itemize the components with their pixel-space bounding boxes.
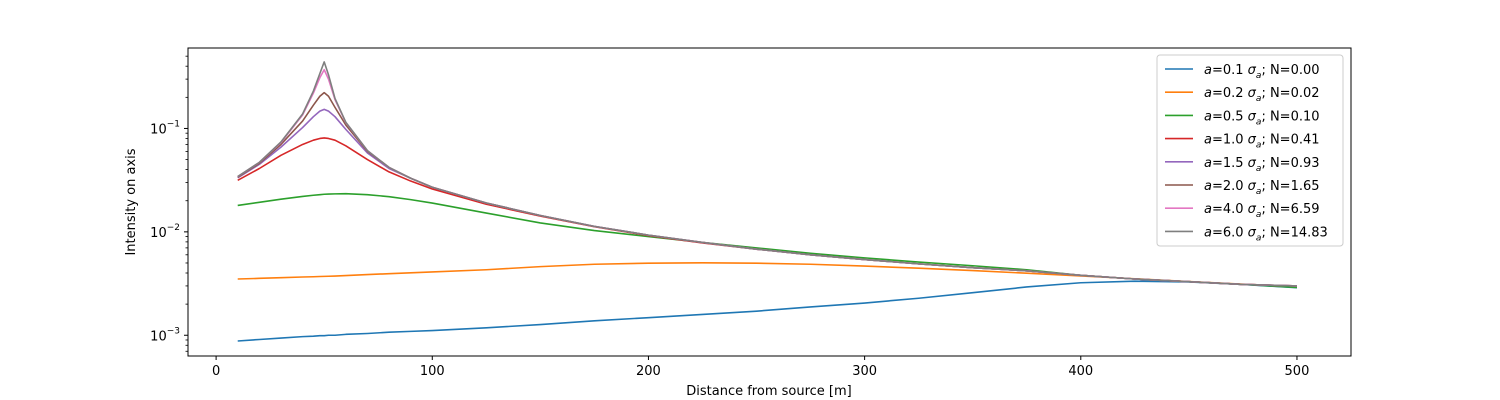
x-tick-label-1: 100 — [420, 364, 445, 379]
x-tick-label-5: 500 — [1285, 364, 1310, 379]
x-tick-label-4: 400 — [1068, 364, 1093, 379]
x-tick-label-3: 300 — [852, 364, 877, 379]
axes-frame — [187, 47, 1352, 357]
x-axis-ticks: 0 100 200 300 400 500 — [212, 356, 1309, 379]
y-axis-label: Intensity on axis — [124, 148, 139, 255]
legend-box — [1156, 54, 1344, 247]
x-tick-label-2: 200 — [636, 364, 661, 379]
y-tick-label-2: 10−1 — [150, 119, 180, 137]
series-layer — [237, 61, 1298, 342]
legend-label-1: a=0.1 σa; N=0.00 — [1204, 63, 1320, 81]
x-tick-label-0: 0 — [212, 364, 220, 379]
legend-label-4: a=1.0 σa; N=0.41 — [1204, 133, 1320, 151]
y-axis-ticks: 10−3 10−2 10−1 — [150, 55, 188, 352]
legend-label-7: a=4.0 σa; N=6.59 — [1204, 202, 1320, 220]
legend-label-2: a=0.2 σa; N=0.02 — [1204, 86, 1320, 104]
series-line-2 — [237, 262, 1297, 288]
y-tick-label-0: 10−3 — [150, 326, 180, 344]
series-line-3 — [237, 192, 1298, 289]
legend-label-3: a=0.5 σa; N=0.10 — [1204, 109, 1320, 127]
legend: a=0.1 σa; N=0.00 a=0.2 σa; N=0.02 a=0.5 σa… — [1156, 54, 1344, 247]
legend-label-8: a=6.0 σa; N=14.83 — [1204, 225, 1328, 243]
y-tick-label-1: 10−2 — [150, 223, 180, 241]
legend-label-6: a=2.0 σa; N=1.65 — [1204, 179, 1320, 197]
legend-label-5: a=1.5 σa; N=0.93 — [1204, 156, 1320, 174]
series-line-8 — [237, 61, 1297, 287]
x-axis-label: Distance from source [m] — [686, 384, 851, 399]
series-line-1 — [237, 280, 1298, 342]
